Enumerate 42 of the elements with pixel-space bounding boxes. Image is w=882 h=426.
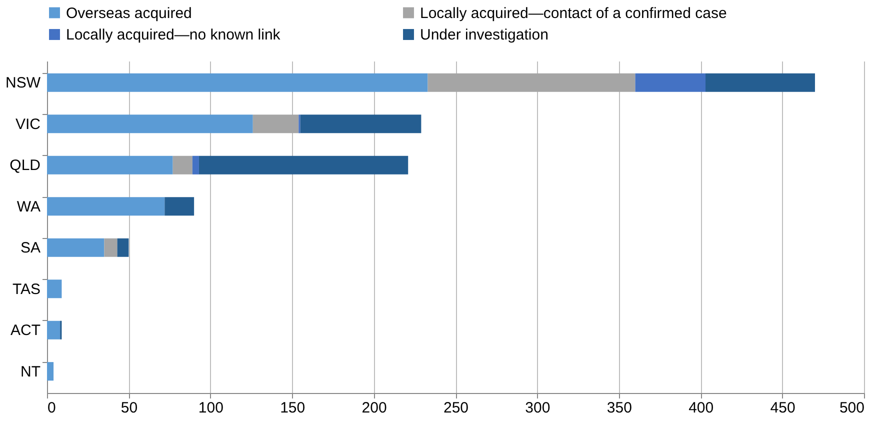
bar (252, 114, 299, 134)
y-tick-label: TAS (12, 280, 40, 298)
x-tick-label: 500 (839, 400, 864, 416)
x-tick-label: 150 (280, 400, 306, 416)
bar (104, 238, 118, 257)
x-tick-label: 450 (770, 400, 796, 416)
bar (117, 238, 129, 257)
x-tick-label: 100 (198, 400, 224, 416)
y-tick-label: NT (20, 363, 40, 380)
bar (47, 73, 428, 92)
y-tick-label: WA (16, 198, 40, 216)
bar (47, 197, 165, 216)
bar (635, 73, 706, 92)
y-tick-label: QLD (10, 157, 41, 174)
bar (47, 280, 62, 298)
bar (192, 156, 199, 174)
bar (706, 73, 815, 92)
bar (47, 156, 173, 174)
bar (47, 320, 60, 340)
x-tick-label: 350 (606, 400, 632, 416)
x-tick-label: 250 (443, 400, 469, 416)
x-tick-label: 50 (120, 400, 138, 416)
y-tick-label: ACT (10, 322, 40, 340)
legend-label: Under investigation (420, 26, 548, 44)
bar (172, 156, 192, 174)
x-tick-label: 300 (525, 400, 550, 416)
y-tick-label: SA (20, 240, 40, 257)
bar (300, 114, 422, 134)
bar (198, 156, 408, 174)
bar (428, 73, 636, 92)
x-tick-label: 400 (688, 400, 714, 416)
y-tick-label: NSW (6, 74, 42, 92)
x-tick-label: 0 (48, 400, 56, 416)
bar (47, 114, 253, 134)
legend-label: Overseas acquired (66, 4, 192, 22)
x-tick-label: 200 (362, 400, 387, 416)
bar (47, 238, 104, 257)
bar (47, 362, 54, 381)
y-tick-label: VIC (15, 116, 41, 133)
legend-label: Locally acquired—no known link (66, 26, 281, 44)
bar (164, 197, 194, 216)
legend-label: Locally acquired—contact of a confirmed case (420, 4, 727, 22)
